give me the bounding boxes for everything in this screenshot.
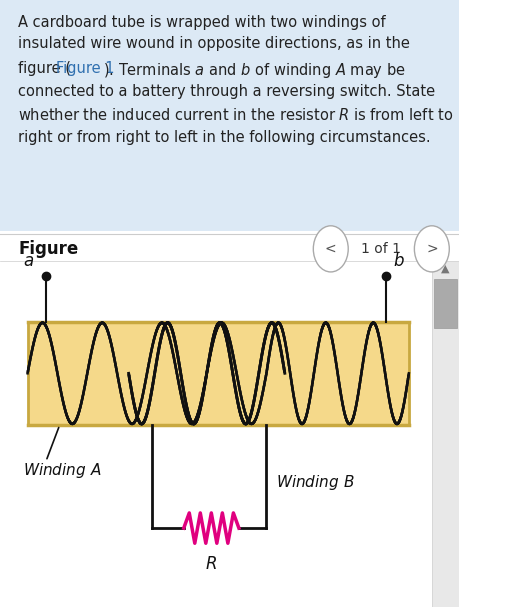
Text: Winding $B$: Winding $B$ [275,473,354,492]
Text: insulated wire wound in opposite directions, as in the: insulated wire wound in opposite directi… [18,36,410,52]
Text: >: > [426,242,438,256]
Text: $R$: $R$ [205,555,218,574]
Text: Figure: Figure [18,240,78,258]
Text: ). Terminals $\it{a}$ and $\it{b}$ of winding $\it{A}$ may be: ). Terminals $\it{a}$ and $\it{b}$ of wi… [103,61,406,80]
Text: ▲: ▲ [441,264,450,274]
Text: <: < [325,242,337,256]
Text: Winding $A$: Winding $A$ [23,461,102,480]
Circle shape [415,226,449,272]
Text: right or from right to left in the following circumstances.: right or from right to left in the follo… [18,130,431,145]
Text: whether the induced current in the resistor $\it{R}$ is from left to: whether the induced current in the resis… [18,107,453,123]
FancyBboxPatch shape [0,0,460,231]
Text: figure (: figure ( [18,61,71,76]
Text: $b$: $b$ [393,252,405,270]
Text: 1 of 1: 1 of 1 [361,242,401,256]
Circle shape [313,226,348,272]
FancyBboxPatch shape [434,279,457,328]
FancyBboxPatch shape [432,261,460,607]
Text: $a$: $a$ [24,252,34,270]
FancyBboxPatch shape [28,322,409,425]
Text: Figure 1: Figure 1 [56,61,114,76]
Text: A cardboard tube is wrapped with two windings of: A cardboard tube is wrapped with two win… [18,15,386,30]
Text: connected to a battery through a reversing switch. State: connected to a battery through a reversi… [18,84,436,99]
